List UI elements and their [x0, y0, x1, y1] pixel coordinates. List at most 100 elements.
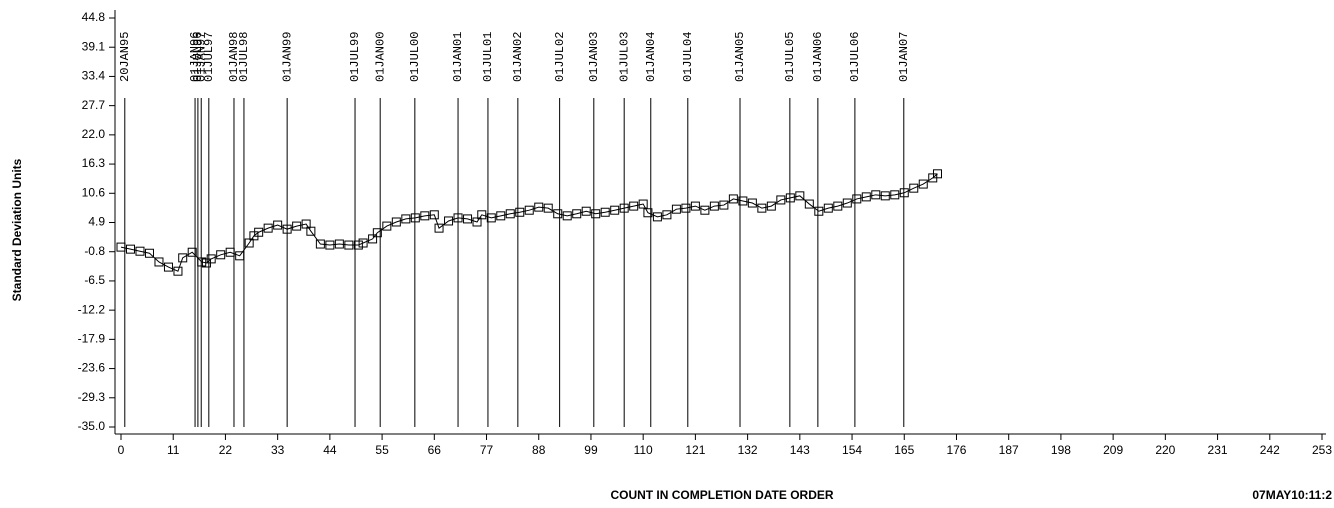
data-marker — [282, 224, 292, 234]
y-tick-label: 22.0 — [82, 127, 106, 141]
data-marker — [918, 179, 928, 189]
reference-label: 01JUL00 — [408, 32, 422, 82]
data-marker — [315, 239, 325, 249]
data-marker — [524, 205, 534, 215]
data-marker — [719, 200, 729, 210]
data-marker — [477, 210, 487, 220]
reference-label: 01JUL96 — [191, 32, 205, 82]
data-marker — [463, 214, 473, 224]
data-marker — [125, 244, 135, 254]
data-marker — [116, 242, 126, 252]
x-tick-label: 220 — [1155, 443, 1175, 457]
reference-label: 01JUL05 — [783, 32, 797, 82]
data-marker — [216, 250, 226, 260]
reference-label: 01JAN98 — [227, 32, 241, 82]
data-marker — [515, 207, 525, 217]
reference-label: 01JUL03 — [617, 32, 631, 82]
data-marker — [263, 223, 273, 233]
data-marker — [709, 201, 719, 211]
y-tick-label: 44.8 — [82, 10, 106, 24]
x-tick-label: 121 — [685, 443, 705, 457]
y-tick-label: 4.9 — [88, 215, 105, 229]
reference-label: 01JUL97 — [202, 32, 216, 82]
x-tick-label: 66 — [428, 443, 442, 457]
x-axis-label: COUNT IN COMPLETION DATE ORDER — [610, 488, 833, 502]
data-marker — [301, 219, 311, 229]
x-tick-label: 176 — [946, 443, 966, 457]
y-tick-label: -35.0 — [78, 419, 106, 433]
reference-label: 01JUL06 — [848, 32, 862, 82]
data-marker — [144, 248, 154, 258]
reference-label: 01JAN06 — [811, 32, 825, 82]
data-marker — [391, 217, 401, 227]
reference-label: 01JUL01 — [481, 32, 495, 82]
data-marker — [434, 223, 444, 233]
data-marker — [344, 240, 354, 250]
y-tick-label: 27.7 — [82, 98, 106, 112]
y-axis-label: Standard Deviation Units — [10, 158, 24, 301]
data-marker — [795, 191, 805, 201]
x-tick-label: 33 — [271, 443, 285, 457]
data-marker — [785, 193, 795, 203]
data-marker — [178, 253, 188, 263]
data-marker — [244, 238, 254, 248]
data-marker — [871, 190, 881, 200]
x-tick-label: 22 — [219, 443, 233, 457]
data-marker — [254, 227, 264, 237]
data-marker — [823, 203, 833, 213]
data-marker — [173, 266, 183, 276]
y-tick-label: 16.3 — [82, 156, 106, 170]
data-line — [120, 173, 938, 272]
data-marker — [747, 198, 757, 208]
reference-label: 01JAN03 — [587, 32, 601, 82]
reference-label: 01JUL98 — [237, 32, 251, 82]
data-marker — [358, 238, 368, 248]
data-marker — [581, 206, 591, 216]
x-tick-label: 44 — [323, 443, 337, 457]
reference-label: 01JAN07 — [897, 32, 911, 82]
data-marker — [681, 203, 691, 213]
data-marker — [382, 221, 392, 231]
y-tick-label: -29.3 — [78, 390, 106, 404]
data-marker — [334, 239, 344, 249]
data-marker — [562, 211, 572, 221]
data-marker — [814, 206, 824, 216]
x-tick-label: 0 — [118, 443, 125, 457]
data-marker — [638, 199, 648, 209]
data-marker — [453, 213, 463, 223]
reference-label: 01JAN00 — [373, 32, 387, 82]
data-marker — [671, 204, 681, 214]
data-marker — [543, 203, 553, 213]
data-marker — [610, 205, 620, 215]
data-marker — [553, 209, 563, 219]
reference-label: 01JUL99 — [348, 32, 362, 82]
x-tick-label: 99 — [584, 443, 598, 457]
data-marker — [505, 209, 515, 219]
data-marker — [187, 247, 197, 257]
data-marker — [738, 196, 748, 206]
data-marker — [472, 217, 482, 227]
x-tick-label: 88 — [532, 443, 546, 457]
x-tick-label: 55 — [375, 443, 389, 457]
data-marker — [496, 211, 506, 221]
data-marker — [325, 240, 335, 250]
data-marker — [135, 246, 145, 256]
data-marker — [899, 188, 909, 198]
data-marker — [154, 257, 164, 267]
data-marker — [486, 213, 496, 223]
data-marker — [410, 213, 420, 223]
y-tick-label: -23.6 — [78, 361, 106, 375]
data-marker — [429, 210, 439, 220]
data-marker — [842, 198, 852, 208]
data-marker — [197, 257, 207, 267]
data-marker — [766, 201, 776, 211]
data-marker — [880, 191, 890, 201]
y-tick-label: -17.9 — [78, 332, 106, 346]
data-marker — [600, 207, 610, 217]
x-tick-label: 77 — [480, 443, 494, 457]
data-marker — [306, 226, 316, 236]
y-tick-label: -0.8 — [84, 244, 105, 258]
reference-label: 01JUL04 — [681, 32, 695, 82]
footnote: 07MAY10:11:2 — [1252, 488, 1332, 502]
data-marker — [852, 194, 862, 204]
